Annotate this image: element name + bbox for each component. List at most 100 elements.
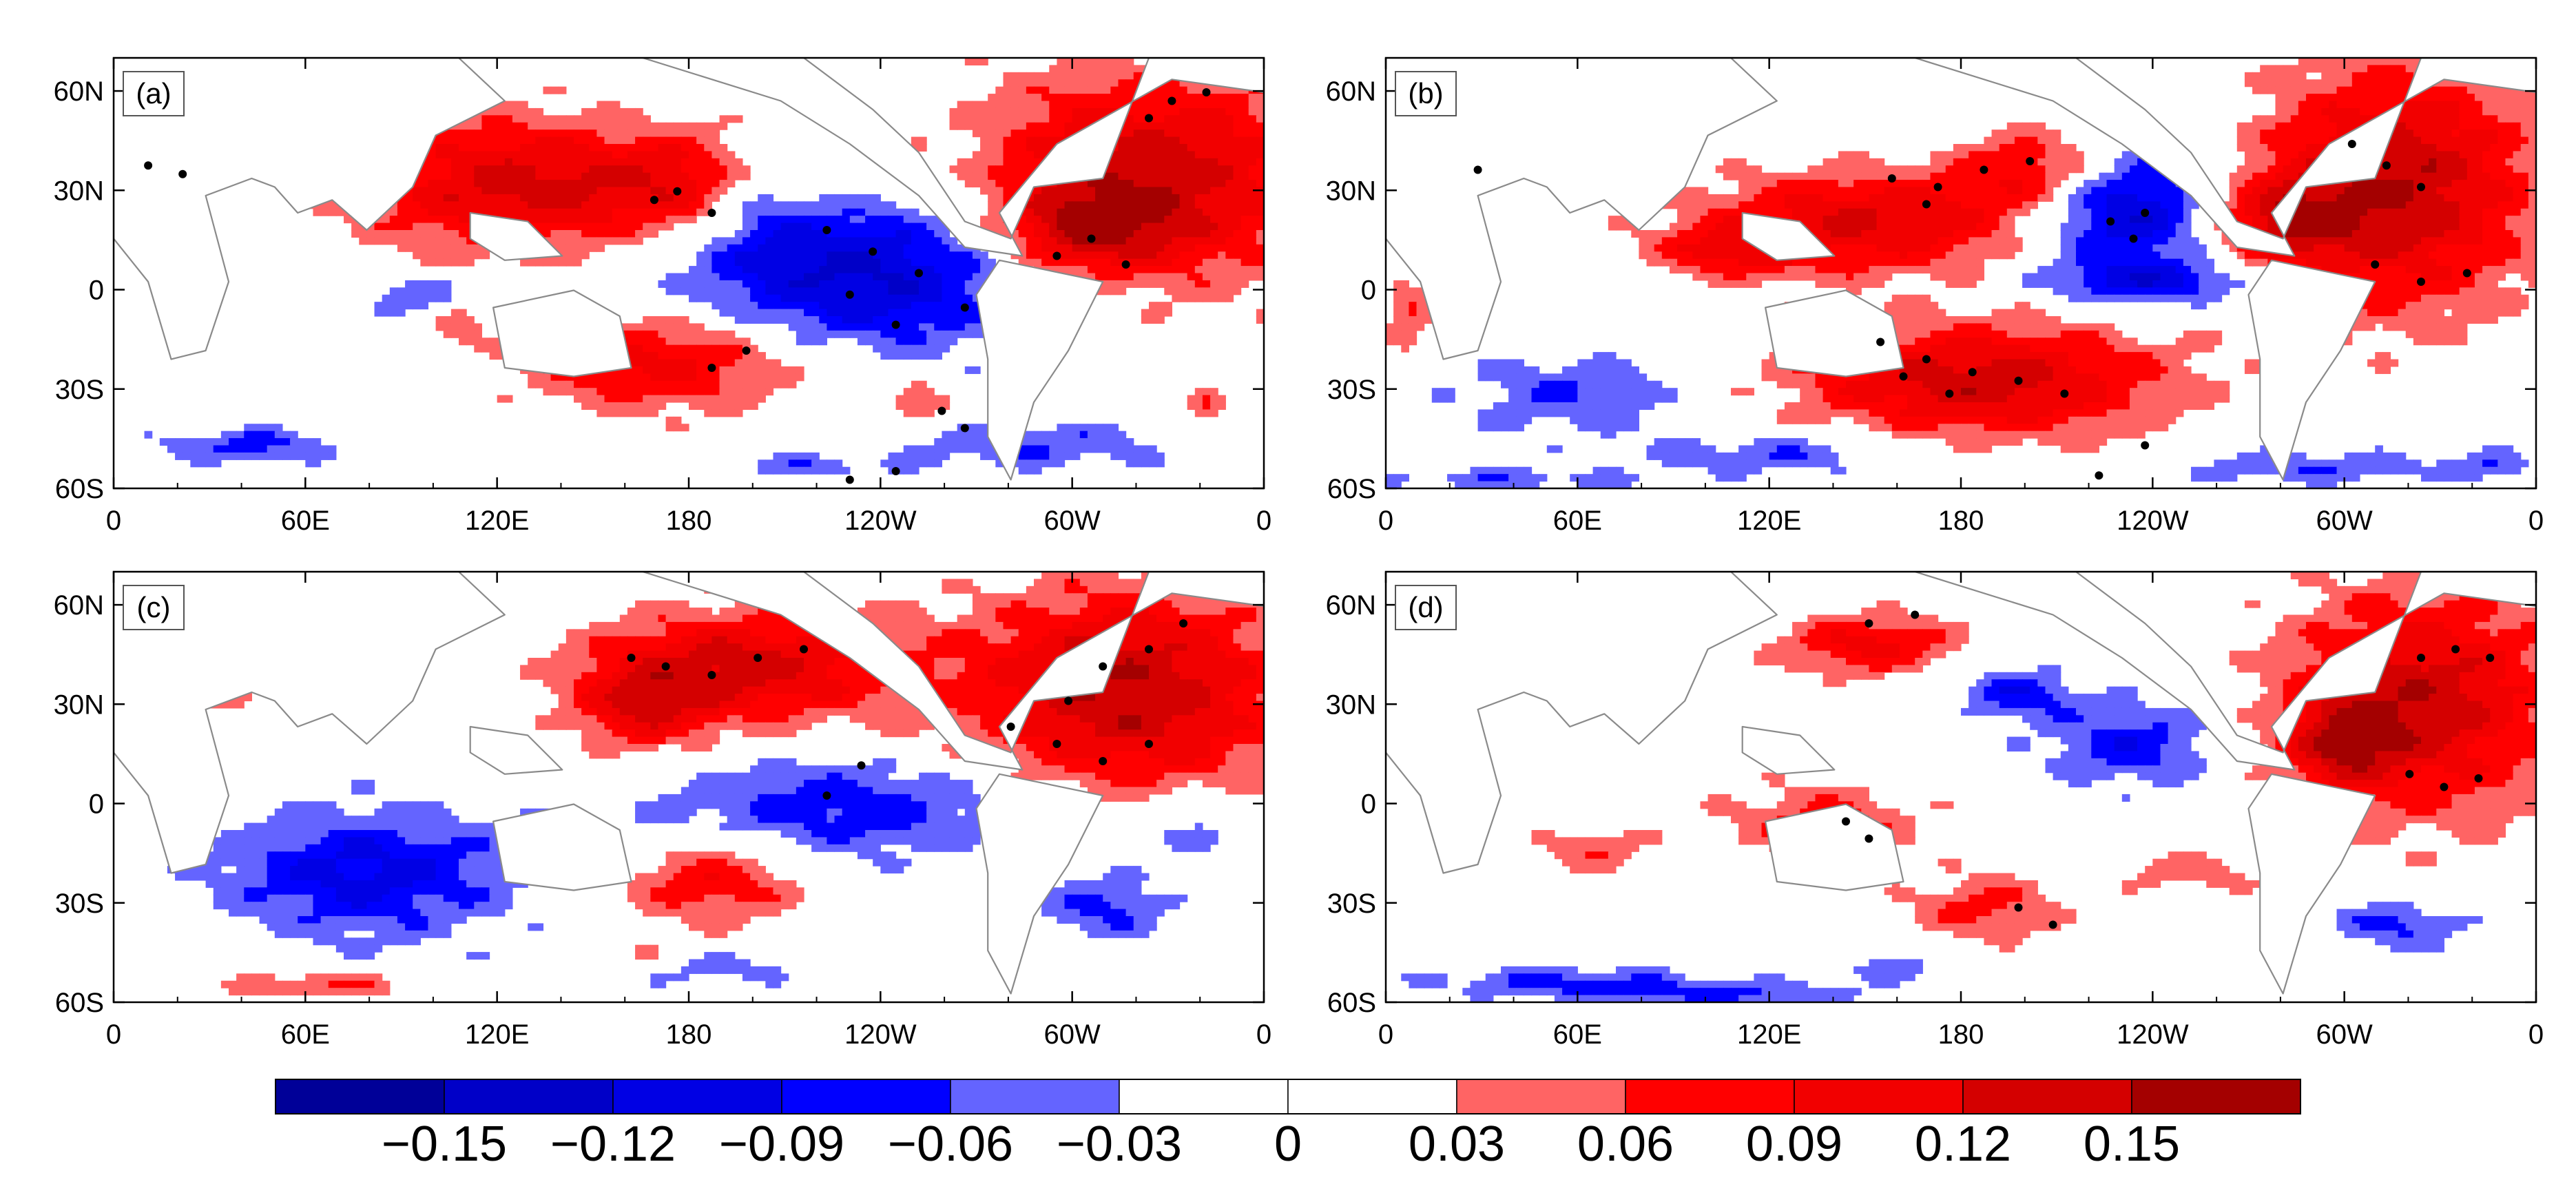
stipple-dot [2106, 218, 2115, 226]
colorbar-swatch [444, 1079, 613, 1114]
colorbar-swatch [1119, 1079, 1288, 1114]
stipple-dot [2417, 278, 2425, 286]
stipple-dot [915, 269, 923, 278]
stipple-dot [2015, 377, 2023, 385]
stipple-dot [800, 645, 808, 654]
x-tick-label: 0 [1256, 1019, 1271, 1050]
stipple-dot [1980, 166, 1988, 174]
x-tick-label: 120E [465, 1019, 529, 1050]
x-tick-label: 180 [1938, 1019, 1984, 1050]
stipple-dot [1865, 835, 1873, 843]
stipple-dot [1876, 338, 1884, 346]
panel-label: (c) [123, 585, 184, 630]
x-tick-label: 120E [465, 506, 529, 536]
stipple-dot [707, 209, 716, 217]
colorbar-swatch [1288, 1079, 1457, 1114]
stipple-dot [1203, 88, 1211, 96]
panel-label: (d) [1395, 585, 1456, 630]
stipple-dot [2141, 442, 2149, 450]
y-tick-label: 30S [55, 375, 104, 405]
stipple-dot [144, 161, 152, 169]
stipple-dot [1088, 235, 1096, 243]
x-tick-label: 60W [1044, 1019, 1101, 1050]
y-tick-label: 0 [1361, 789, 1376, 820]
stipple-dot [2371, 260, 2379, 269]
stipple-dot [673, 187, 681, 196]
x-tick-label: 0 [1378, 506, 1393, 536]
stipple-dot [2463, 269, 2471, 278]
x-tick-label: 0 [106, 1019, 121, 1050]
y-tick-label: 0 [89, 276, 104, 306]
colorbar-label: −0.06 [888, 1117, 1013, 1172]
x-tick-label: 60E [281, 1019, 330, 1050]
x-tick-label: 180 [1938, 506, 1984, 536]
x-tick-label: 180 [666, 506, 712, 536]
stipple-dot [858, 761, 866, 769]
y-tick-label: 60S [55, 474, 104, 504]
stipple-dot [2486, 654, 2494, 662]
stipple-dot [1145, 740, 1153, 748]
y-tick-label: 60N [1326, 76, 1376, 107]
colorbar-swatch [276, 1079, 444, 1114]
stipple-dot [2049, 921, 2057, 929]
x-tick-label: 60W [1044, 506, 1101, 536]
stipple-dot [869, 247, 877, 256]
x-tick-label: 120W [2117, 506, 2189, 536]
stipple-dot [2405, 770, 2413, 778]
stipple-dot [2440, 783, 2448, 791]
x-tick-label: 60E [1553, 1019, 1602, 1050]
y-tick-label: 60S [1327, 988, 1376, 1018]
stipple-dot [1969, 368, 1977, 376]
colorbar-label: 0.09 [1746, 1117, 1842, 1172]
stipple-dot [2015, 904, 2023, 912]
colorbar-label: −0.12 [550, 1117, 676, 1172]
y-tick-label: 30S [1327, 889, 1376, 919]
stipple-dot [1900, 373, 1908, 381]
stipple-dot [707, 364, 716, 372]
colorbar-label: −0.03 [1057, 1117, 1182, 1172]
stipple-dot [822, 226, 831, 234]
y-tick-label: 60S [1327, 474, 1376, 504]
stipple-dot [1145, 114, 1153, 123]
stipple-dot [1167, 97, 1176, 105]
stipple-dot [1934, 183, 1942, 191]
stipple-dot [822, 791, 831, 800]
stipple-dot [1064, 697, 1072, 705]
colorbar-swatch [951, 1079, 1119, 1114]
stipple-dot [846, 291, 854, 299]
y-tick-label: 0 [1361, 276, 1376, 306]
colorbar-swatch [1457, 1079, 1625, 1114]
stipple-dot [650, 196, 658, 204]
y-tick-label: 0 [89, 789, 104, 820]
stipple-dot [2095, 471, 2103, 479]
x-tick-label: 120W [844, 506, 917, 536]
stipple-dot [1922, 355, 1931, 364]
stipple-dot [2060, 390, 2068, 398]
stipple-dot [1052, 740, 1061, 748]
colorbar-label: 0.06 [1577, 1117, 1674, 1172]
stipple-dot [1052, 252, 1061, 260]
stipple-dot [1945, 390, 1953, 398]
panel-label-text: (c) [137, 591, 171, 623]
stipple-dot [1865, 619, 1873, 628]
stipple-dot [1922, 200, 1931, 209]
x-tick-label: 60W [2316, 506, 2373, 536]
colorbar-swatch [613, 1079, 782, 1114]
stipple-dot [2348, 140, 2356, 148]
colorbar-label: 0.15 [2084, 1117, 2180, 1172]
x-tick-label: 120E [1737, 1019, 1801, 1050]
colorbar-swatch [1963, 1079, 2132, 1114]
stipple-dot [754, 654, 762, 662]
stipple-dot [707, 671, 716, 679]
x-tick-label: 120E [1737, 506, 1801, 536]
stipple-dot [937, 407, 946, 415]
stipple-dot [2130, 235, 2138, 243]
stipple-dot [1007, 723, 1015, 731]
colorbar-label: 0.12 [1915, 1117, 2011, 1172]
panel-label-text: (a) [136, 77, 171, 110]
